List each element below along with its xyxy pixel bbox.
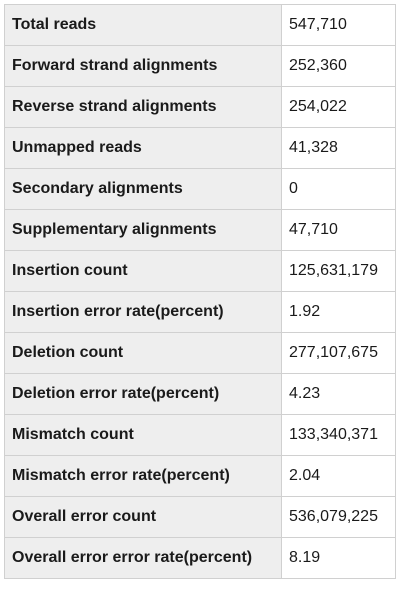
- table-row: Overall error count 536,079,225: [4, 496, 396, 538]
- stat-value: 252,360: [281, 45, 396, 87]
- table-row: Unmapped reads 41,328: [4, 127, 396, 169]
- stat-label: Deletion count: [4, 332, 282, 374]
- stat-label: Insertion error rate(percent): [4, 291, 282, 333]
- table-row: Secondary alignments 0: [4, 168, 396, 210]
- table-row: Supplementary alignments 47,710: [4, 209, 396, 251]
- alignment-stats-table: Total reads 547,710 Forward strand align…: [4, 4, 396, 579]
- table-row: Deletion error rate(percent) 4.23: [4, 373, 396, 415]
- stat-value: 547,710: [281, 4, 396, 46]
- stat-label: Mismatch error rate(percent): [4, 455, 282, 497]
- stat-label: Forward strand alignments: [4, 45, 282, 87]
- stat-value: 2.04: [281, 455, 396, 497]
- stat-label: Mismatch count: [4, 414, 282, 456]
- stat-label: Deletion error rate(percent): [4, 373, 282, 415]
- stat-value: 8.19: [281, 537, 396, 579]
- stat-label: Unmapped reads: [4, 127, 282, 169]
- stat-value: 4.23: [281, 373, 396, 415]
- table-row: Insertion count 125,631,179: [4, 250, 396, 292]
- stat-value: 133,340,371: [281, 414, 396, 456]
- stat-label: Secondary alignments: [4, 168, 282, 210]
- stat-value: 277,107,675: [281, 332, 396, 374]
- stat-value: 254,022: [281, 86, 396, 128]
- stat-label: Overall error count: [4, 496, 282, 538]
- stat-value: 125,631,179: [281, 250, 396, 292]
- stat-value: 47,710: [281, 209, 396, 251]
- stat-label: Total reads: [4, 4, 282, 46]
- table-row: Overall error error rate(percent) 8.19: [4, 537, 396, 579]
- stat-value: 41,328: [281, 127, 396, 169]
- stat-label: Overall error error rate(percent): [4, 537, 282, 579]
- table-row: Mismatch error rate(percent) 2.04: [4, 455, 396, 497]
- stat-label: Reverse strand alignments: [4, 86, 282, 128]
- table-row: Forward strand alignments 252,360: [4, 45, 396, 87]
- table-row: Deletion count 277,107,675: [4, 332, 396, 374]
- table-row: Insertion error rate(percent) 1.92: [4, 291, 396, 333]
- table-row: Mismatch count 133,340,371: [4, 414, 396, 456]
- table-row: Total reads 547,710: [4, 4, 396, 46]
- stat-value: 536,079,225: [281, 496, 396, 538]
- stat-label: Supplementary alignments: [4, 209, 282, 251]
- stat-value: 0: [281, 168, 396, 210]
- table-row: Reverse strand alignments 254,022: [4, 86, 396, 128]
- stat-value: 1.92: [281, 291, 396, 333]
- stat-label: Insertion count: [4, 250, 282, 292]
